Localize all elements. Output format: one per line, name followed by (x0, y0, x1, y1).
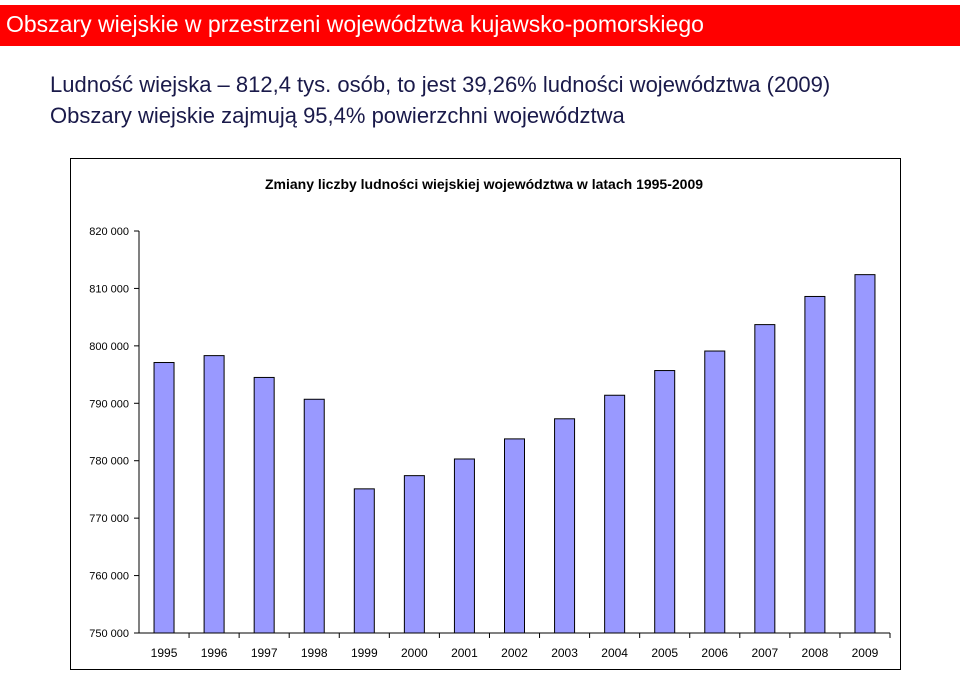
x-tick-label: 2009 (852, 646, 879, 660)
bar-1998 (303, 398, 325, 634)
x-tick-label: 2002 (501, 646, 528, 660)
y-tick-label: 790 000 (89, 398, 129, 410)
x-tick-label: 2005 (651, 646, 678, 660)
x-tick-label: 2004 (601, 646, 628, 660)
y-tick-label: 780 000 (89, 456, 129, 468)
bar-1999 (353, 488, 375, 634)
bar-2005 (654, 370, 676, 634)
page-title: Obszary wiejskie w przestrzeni województ… (6, 11, 704, 37)
bar-2008 (804, 295, 826, 634)
bar-2002 (504, 438, 525, 634)
bar-2009 (854, 274, 876, 634)
x-tick-label: 1996 (201, 646, 228, 660)
x-tick-label: 1999 (351, 646, 378, 660)
x-tick-label: 2003 (551, 646, 578, 660)
x-tick-label: 2000 (401, 646, 428, 660)
rural-area-info: Obszary wiejskie zajmują 95,4% powierzch… (50, 103, 625, 128)
x-tick-label: 2006 (701, 646, 728, 660)
bar-2003 (554, 418, 576, 634)
rural-population-info: Ludność wiejska – 812,4 tys. osób, to je… (50, 72, 831, 97)
x-tick-label: 2008 (802, 646, 829, 660)
chart-title: Zmiany liczby ludności wiejskiej wojewód… (265, 176, 703, 192)
bar-1997 (253, 376, 275, 634)
bar-2007 (754, 324, 776, 634)
bar-2004 (604, 394, 626, 634)
header-bar: Obszary wiejskie w przestrzeni województ… (0, 5, 960, 46)
bar-1995 (153, 362, 175, 634)
bar-2001 (453, 458, 475, 634)
y-tick-label: 820 000 (89, 226, 129, 238)
x-tick-label: 1995 (151, 646, 178, 660)
y-tick-label: 770 000 (89, 513, 129, 525)
y-tick-label: 760 000 (89, 571, 129, 583)
x-tick-label: 1997 (251, 646, 278, 660)
x-tick-label: 2001 (451, 646, 478, 660)
y-tick-label: 800 000 (89, 341, 129, 353)
y-tick-label: 810 000 (89, 283, 129, 295)
x-tick-label: 2007 (751, 646, 778, 660)
bar-2006 (704, 350, 726, 634)
bar-2000 (403, 475, 425, 634)
x-tick-label: 1998 (301, 646, 328, 660)
y-tick-label: 750 000 (89, 628, 129, 640)
bar-1996 (203, 355, 225, 634)
